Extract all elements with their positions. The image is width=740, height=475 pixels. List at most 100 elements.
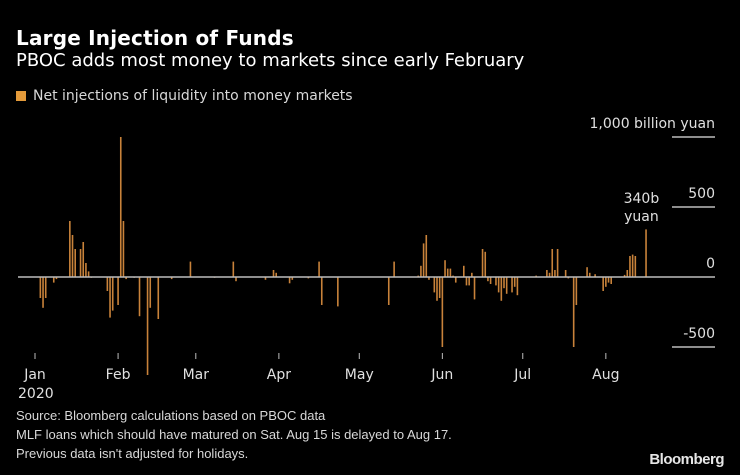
x-tick-label: Jul [513, 367, 531, 383]
bar [471, 272, 473, 277]
bar [631, 254, 634, 277]
bar [235, 277, 237, 282]
bar [138, 277, 141, 317]
bar [511, 277, 513, 293]
bar [629, 256, 631, 277]
bar [489, 277, 492, 284]
bar [546, 270, 548, 277]
bar [465, 277, 468, 286]
chart-subtitle: PBOC adds most money to markets since ea… [16, 50, 525, 71]
bar [433, 277, 436, 293]
x-tick-label: Feb [106, 367, 131, 383]
x-tick-label: Apr [267, 367, 291, 383]
bar [500, 277, 503, 301]
bar [82, 242, 85, 277]
bar [69, 221, 71, 277]
legend-swatch [16, 91, 26, 101]
bar [318, 261, 320, 277]
bar [291, 277, 294, 280]
bar [44, 277, 47, 298]
bar [487, 277, 489, 282]
bar [551, 249, 554, 277]
bloomberg-logo: Bloomberg [649, 451, 724, 468]
bar [425, 235, 428, 277]
footer-source: Source: Bloomberg calculations based on … [16, 408, 326, 423]
y-tick-label: -500 [683, 326, 715, 342]
bar [393, 261, 395, 277]
x-tick-label: Mar [183, 367, 210, 383]
bar [441, 277, 444, 347]
bar [586, 267, 588, 277]
bar [564, 270, 567, 277]
bar [572, 277, 575, 347]
x-tick-label: Jan [23, 367, 46, 383]
bar [422, 243, 425, 277]
bar [79, 249, 82, 277]
bar [513, 277, 516, 287]
bar [106, 277, 109, 291]
bar [444, 260, 446, 277]
x-axis: Jan 2020 Feb Mar Apr May Jun Jul Aug [18, 353, 620, 402]
bar [275, 272, 277, 277]
bar [548, 272, 551, 277]
bar [575, 277, 578, 305]
bar [484, 251, 487, 277]
bar [610, 277, 612, 284]
bar [556, 249, 559, 277]
bar [605, 277, 607, 287]
bar [320, 277, 323, 305]
bar [55, 277, 58, 280]
bar [157, 277, 160, 319]
bar [468, 277, 470, 286]
bar [337, 277, 339, 307]
bar [85, 263, 87, 277]
bar [149, 277, 152, 308]
legend: Net injections of liquidity into money m… [16, 88, 353, 104]
bar [420, 265, 422, 277]
bar [505, 277, 508, 294]
x-tick-label: May [345, 367, 374, 383]
footer-note-2: Previous data isn't adjusted for holiday… [16, 446, 249, 461]
bar [554, 270, 556, 277]
bar [428, 277, 430, 280]
bar [52, 277, 55, 283]
bar [111, 277, 114, 311]
bar [87, 271, 90, 277]
x-tick-sublabel: 2020 [18, 386, 54, 402]
bar [170, 277, 173, 280]
bar [125, 277, 127, 280]
bar [264, 277, 267, 280]
bar [594, 274, 596, 277]
bar [109, 277, 111, 318]
bar [634, 256, 637, 277]
bar [588, 272, 591, 277]
bar [645, 229, 647, 277]
bars [39, 137, 647, 375]
bar [146, 277, 149, 375]
bar [438, 277, 441, 298]
bar [449, 268, 452, 277]
bar [436, 277, 438, 301]
bar [387, 277, 390, 305]
x-tick-label: Aug [592, 367, 619, 383]
footer-note-1: MLF loans which should have matured on S… [16, 427, 452, 442]
bar [39, 277, 42, 298]
bar [607, 277, 610, 283]
bar [623, 274, 626, 277]
annotation-unit: yuan [624, 209, 659, 225]
bar [232, 261, 235, 277]
bar [463, 265, 465, 277]
legend-label: Net injections of liquidity into money m… [33, 88, 353, 104]
x-tick-label: Jun [430, 367, 453, 383]
chart-title: Large Injection of Funds [16, 26, 294, 50]
bar [446, 268, 449, 277]
bar [626, 270, 629, 277]
y-tick-label: 1,000 billion yuan [590, 116, 715, 132]
bar [272, 270, 275, 277]
annotation: 340b yuan [624, 191, 660, 225]
bar [473, 277, 476, 300]
bar [481, 249, 484, 277]
bar [497, 277, 500, 293]
bar [602, 277, 604, 291]
